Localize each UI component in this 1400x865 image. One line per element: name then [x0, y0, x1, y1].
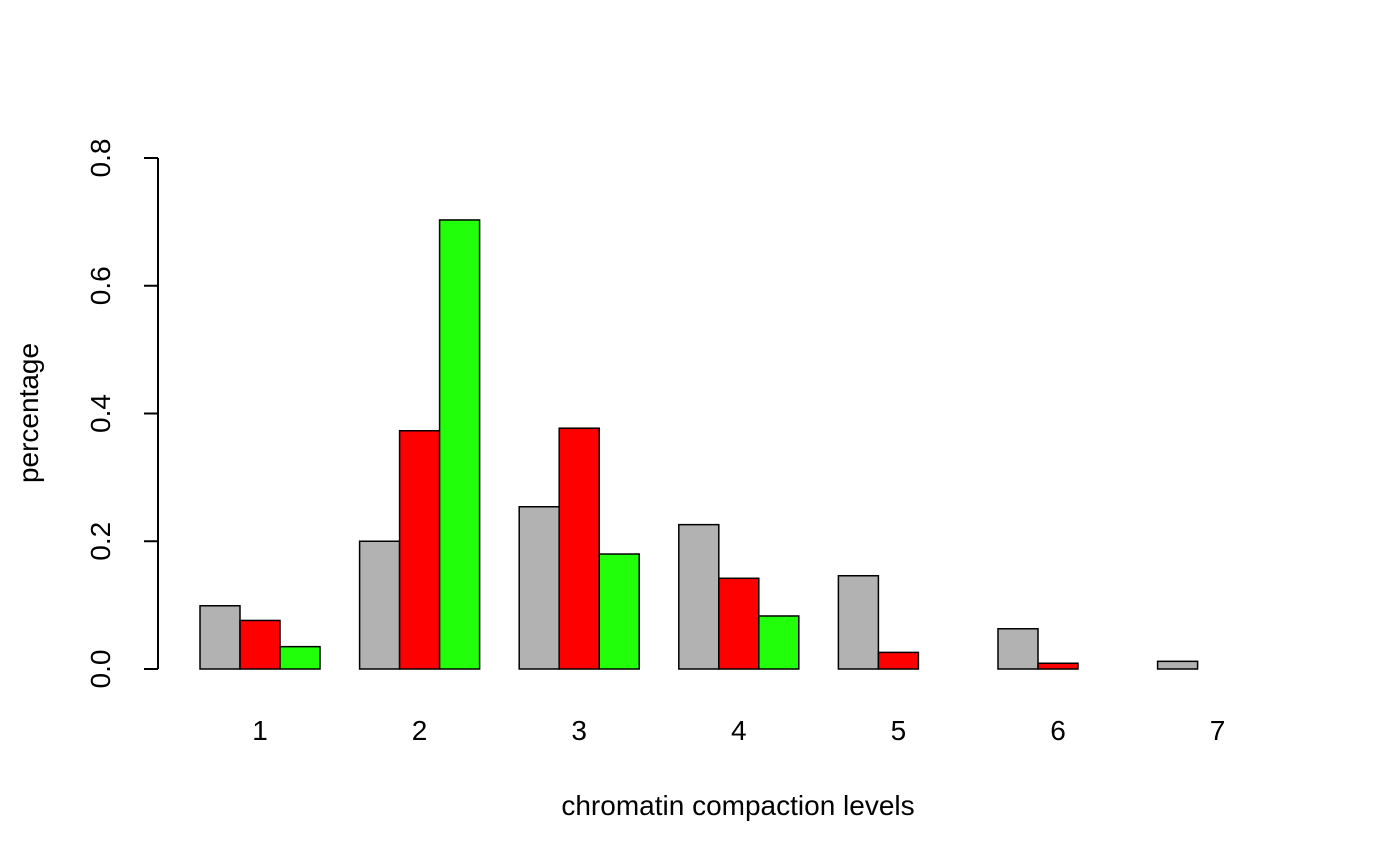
- bar-7-series-1: [1156, 660, 1199, 670]
- bars-group: [199, 219, 1199, 670]
- bar-1-series-2: [239, 619, 281, 670]
- bar-3-series-3: [598, 553, 640, 670]
- y-tick-label: 0.6: [85, 266, 116, 305]
- bar-5-series-2: [877, 651, 920, 670]
- bar-4-series-3: [758, 615, 800, 670]
- bar-3-series-2: [558, 427, 600, 670]
- bar-2-series-3: [438, 219, 481, 670]
- x-tick-label: 2: [412, 715, 428, 746]
- x-tick-label: 7: [1210, 715, 1226, 746]
- y-tick-label: 0.2: [85, 522, 116, 561]
- bar-4-series-2: [718, 577, 760, 670]
- y-tick-label: 0.4: [85, 394, 116, 433]
- x-tick-label: 4: [731, 715, 747, 746]
- bar-2-series-2: [398, 429, 441, 670]
- x-axis-tick-labels: 1 2 3 4 5 6 7: [252, 715, 1225, 746]
- x-tick-label: 5: [891, 715, 907, 746]
- x-tick-label: 3: [571, 715, 587, 746]
- x-tick-label: 1: [252, 715, 268, 746]
- bar-2-series-1: [358, 540, 401, 670]
- x-axis-title: chromatin compaction levels: [561, 790, 914, 821]
- y-axis-title: percentage: [13, 343, 44, 483]
- y-tick-label: 0.0: [85, 650, 116, 689]
- bar-1-series-1: [199, 605, 241, 670]
- x-tick-label: 6: [1050, 715, 1066, 746]
- bar-5-series-1: [837, 574, 880, 670]
- bar-1-series-3: [279, 645, 321, 670]
- bar-6-series-2: [1037, 662, 1079, 670]
- bar-6-series-1: [997, 628, 1039, 670]
- y-tick-label: 0.8: [85, 139, 116, 178]
- bar-4-series-1: [678, 523, 720, 670]
- bar-3-series-1: [518, 506, 560, 670]
- y-axis-ticks: 0.0 0.2 0.4 0.6 0.8: [85, 139, 158, 689]
